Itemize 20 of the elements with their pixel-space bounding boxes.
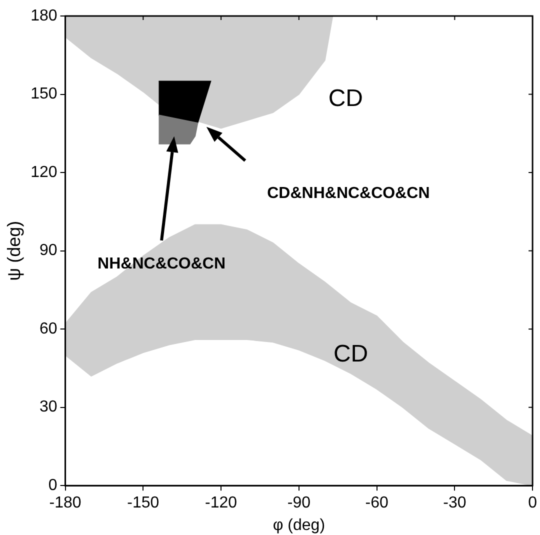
- annotation: NH&NC&CO&CN: [98, 255, 226, 272]
- annotation: CD: [328, 85, 363, 112]
- y-tick-label: 30: [40, 398, 58, 416]
- x-tick-label: -150: [127, 494, 160, 512]
- y-tick-label: 180: [30, 7, 58, 24]
- y-tick-label: 90: [40, 242, 58, 260]
- x-tick-label: -60: [365, 494, 388, 512]
- y-tick-label: 150: [30, 86, 58, 103]
- y-axis-title: ψ (deg): [4, 220, 24, 281]
- y-tick-label: 60: [40, 320, 58, 338]
- y-tick-label: 120: [30, 164, 58, 181]
- x-tick-label: -120: [205, 494, 238, 512]
- x-tick-label: -30: [443, 494, 466, 512]
- x-axis-title: φ (deg): [272, 516, 326, 534]
- x-tick-label: -180: [49, 494, 82, 512]
- annotation: CD&NH&NC&CO&CN: [267, 184, 430, 202]
- y-tick-label: 0: [48, 477, 58, 494]
- annotation: CD: [333, 340, 368, 368]
- x-tick-label: 0: [528, 494, 538, 512]
- x-tick-label: -90: [287, 494, 311, 512]
